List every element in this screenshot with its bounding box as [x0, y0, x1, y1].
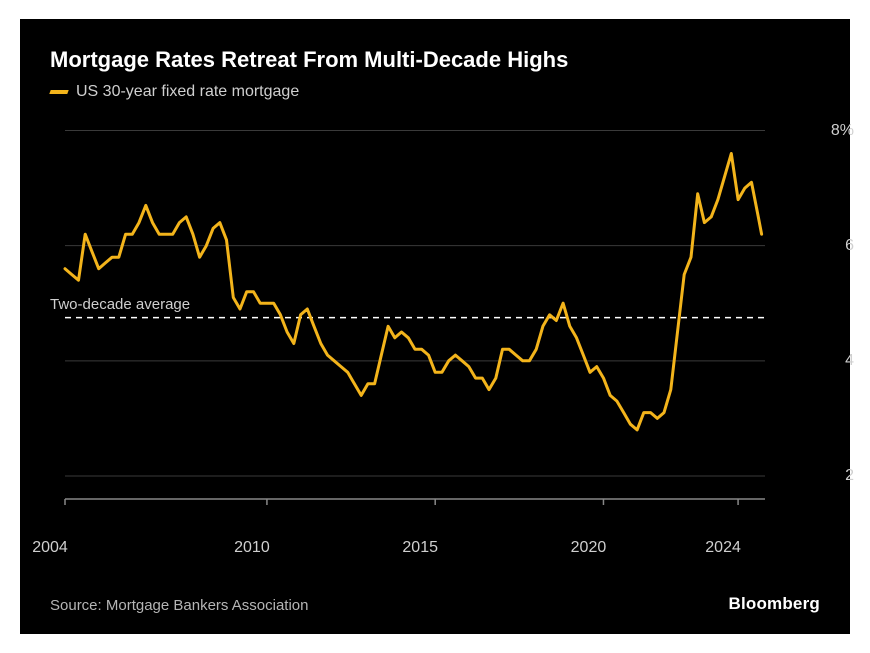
x-axis-label: 2020	[571, 539, 607, 557]
x-axis-label: 2004	[32, 539, 68, 557]
average-line-label: Two-decade average	[50, 296, 190, 313]
legend-swatch	[49, 90, 68, 94]
brand-logo: Bloomberg	[728, 594, 820, 614]
footer: Source: Mortgage Bankers Association Blo…	[50, 594, 820, 614]
y-axis-label: 6	[845, 237, 854, 255]
chart-card: Mortgage Rates Retreat From Multi-Decade…	[20, 19, 850, 634]
chart-title: Mortgage Rates Retreat From Multi-Decade…	[50, 47, 820, 73]
y-axis-label: 8%	[831, 122, 854, 140]
series-line	[65, 154, 762, 430]
legend-label: US 30-year fixed rate mortgage	[76, 83, 299, 101]
y-axis-label: 2	[845, 467, 854, 485]
x-axis-label: 2010	[234, 539, 270, 557]
plot-area: 2468%Two-decade average20042010201520202…	[50, 109, 820, 529]
legend: US 30-year fixed rate mortgage	[50, 83, 820, 101]
x-axis-label: 2024	[705, 539, 741, 557]
source-text: Source: Mortgage Bankers Association	[50, 597, 308, 614]
line-chart-svg	[50, 109, 820, 529]
y-axis-label: 4	[845, 352, 854, 370]
x-axis-label: 2015	[402, 539, 438, 557]
